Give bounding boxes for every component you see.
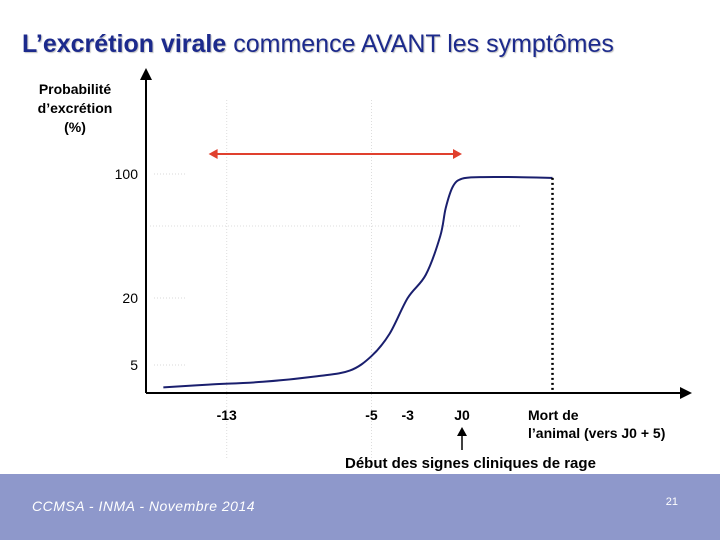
y-axis-label: Probabilité d’excrétion (%) <box>10 80 140 137</box>
y-tick-label: 100 <box>115 166 139 182</box>
mort-label-line-1: Mort de <box>528 407 579 423</box>
y-tick-label: 5 <box>130 357 138 373</box>
title-rest: commence AVANT les symptômes <box>226 30 614 58</box>
shedding-arrow-right-head <box>453 149 462 159</box>
slide-title: L’excrétion virale commence AVANT les sy… <box>22 30 712 59</box>
page-number: 21 <box>665 496 678 508</box>
x-axis-arrowhead <box>680 387 692 399</box>
clinical-arrow-head <box>457 427 467 436</box>
y-axis-label-line-1: Probabilité <box>38 81 112 97</box>
mort-label-line-2: l’animal (vers J0 + 5) <box>528 425 665 441</box>
y-axis-label-line-3: (%) <box>64 119 86 135</box>
x-tick-label: -13 <box>217 407 237 423</box>
excretion-curve <box>163 175 553 389</box>
x-tick-label: -5 <box>365 407 378 423</box>
y-tick-label: 20 <box>122 290 138 306</box>
title-bold: L’excrétion virale <box>22 30 227 58</box>
footer-text: CCMSA - INMA - Novembre 2014 <box>32 498 256 514</box>
x-tick-label: -3 <box>401 407 414 423</box>
chart: 5 20 100 -13 -5 -3 J0 Mort de l’animal (vers J0 … <box>115 68 692 472</box>
y-axis-label-line-2: d’excrétion <box>37 100 113 116</box>
footer-bar: CCMSA - INMA - Novembre 2014 21 <box>0 474 720 540</box>
clinical-signs-label: Début des signes cliniques de rage <box>345 455 596 472</box>
y-axis-arrowhead <box>140 68 152 80</box>
x-tick-label: J0 <box>454 407 470 423</box>
shedding-arrow-left-head <box>208 149 218 159</box>
